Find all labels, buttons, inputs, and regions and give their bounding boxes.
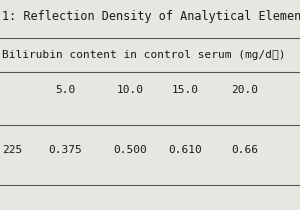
Text: 10.0: 10.0 xyxy=(116,85,143,95)
Text: Bilirubin content in control serum (mg/dℓ): Bilirubin content in control serum (mg/d… xyxy=(2,50,286,60)
Text: 0.66: 0.66 xyxy=(232,145,259,155)
Text: 1: Reflection Density of Analytical Elemen: 1: Reflection Density of Analytical Elem… xyxy=(2,10,300,23)
Text: 0.610: 0.610 xyxy=(168,145,202,155)
Text: 15.0: 15.0 xyxy=(172,85,199,95)
Text: 0.500: 0.500 xyxy=(113,145,147,155)
Text: 5.0: 5.0 xyxy=(55,85,75,95)
Text: 20.0: 20.0 xyxy=(232,85,259,95)
Text: 0.375: 0.375 xyxy=(48,145,82,155)
Text: 225: 225 xyxy=(2,145,22,155)
